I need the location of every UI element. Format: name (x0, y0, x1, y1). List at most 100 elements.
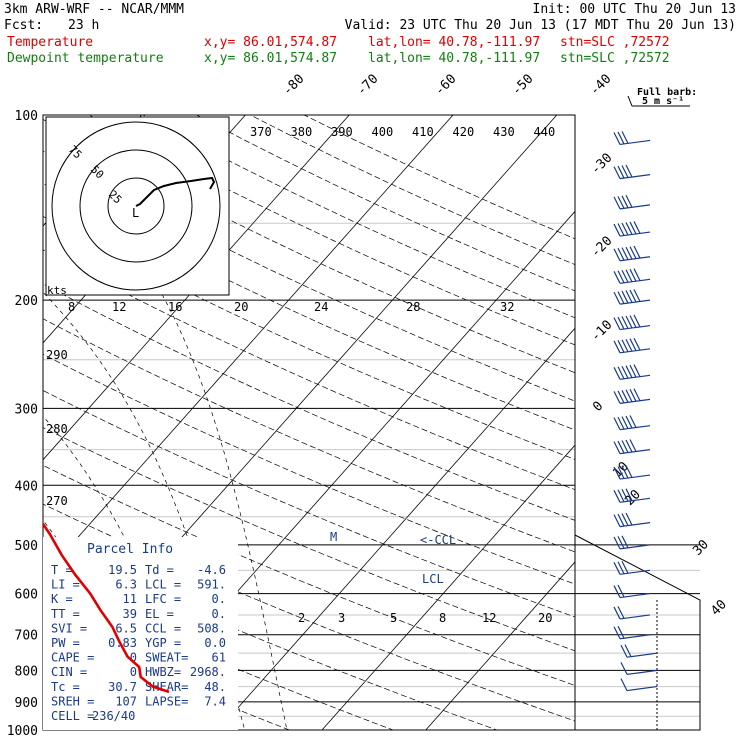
wind-barb-flag (617, 606, 625, 619)
wind-barb-flag (617, 196, 625, 209)
wind-barb-flag (621, 488, 629, 502)
wind-barb-flag (613, 536, 621, 550)
isotherm-label: -30 (588, 151, 615, 178)
lower-extension-frame (574, 534, 701, 731)
wind-barb-flag (617, 625, 625, 639)
legend-temperature-xy: x,y= 86.01,574.87 (204, 35, 338, 50)
wind-barb-staff (619, 398, 651, 404)
wind-barb-flag (633, 388, 641, 401)
parcel-key: CIN = (51, 665, 87, 679)
wind-barb-flag (617, 223, 625, 236)
mixing-ratio-label: 2 (298, 611, 305, 625)
wind-barb-staff (619, 544, 651, 550)
wind-barb-flag (625, 439, 633, 453)
mixing-ratio-label: 8 (439, 611, 446, 625)
wind-barb (613, 364, 651, 380)
wind-barb-staff (619, 204, 651, 210)
wind-barb-flag (613, 514, 621, 527)
pressure-label: 900 (15, 696, 38, 711)
wind-barb (613, 439, 651, 455)
isotherm-label: -40 (587, 72, 614, 99)
wind-barb-flag (621, 365, 629, 379)
barb-key-title: Full barb: (637, 87, 697, 98)
ccl-label: <-CCL (420, 533, 456, 547)
parcel-value: -4.6 (197, 563, 226, 577)
dry-adiabat (43, 353, 575, 585)
legend-temperature-latlon: lat,lon= 40.78,-111.97 (368, 35, 541, 50)
mixing-ratio-label: 16 (168, 300, 182, 314)
wind-barb-staff (619, 231, 651, 237)
parcel-key: CAPE = (51, 651, 94, 665)
parcel-key: K = (51, 592, 73, 606)
pressure-label: 400 (15, 479, 38, 494)
wind-barb (613, 535, 651, 550)
wind-barb-staff (619, 139, 651, 146)
parcel-key: EL = (145, 607, 174, 621)
isotherm (43, 115, 454, 578)
wind-barb-flag (625, 290, 633, 303)
wind-barb (613, 415, 651, 431)
wind-barb-flag (625, 269, 633, 282)
wind-barb-flag (621, 269, 629, 283)
parcel-key: SHEAR= (145, 680, 188, 694)
wind-barb-flag (625, 164, 633, 178)
parcel-key: TT = (51, 607, 80, 621)
parcel-value: 6.5 (115, 621, 137, 635)
parcel-value: 6.3 (115, 578, 137, 592)
wind-barb-staff (619, 425, 651, 431)
wind-barb-staff (619, 374, 651, 380)
adiabat-label: 280 (46, 422, 68, 436)
isotherm-label: 0 (590, 399, 606, 415)
parcel-key: PW = (51, 636, 80, 650)
valid-time: Valid: 23 UTC Thu 20 Jun 13 (17 MDT Thu … (344, 18, 736, 33)
hodograph-ring (51, 121, 221, 291)
dry-adiabat (43, 215, 575, 460)
theta-label: 380 (291, 125, 313, 139)
isotherm-label: -60 (432, 72, 459, 99)
wind-barb-flag (613, 490, 621, 503)
wind-barb-flag (617, 340, 625, 353)
wind-barb-flag (617, 584, 625, 598)
isotherm (321, 444, 575, 730)
wind-barb-staff (619, 474, 651, 480)
wind-barb-flag (629, 289, 637, 303)
wind-barb-flag (621, 222, 629, 236)
isotherm (425, 561, 575, 730)
wind-barb-flag (620, 644, 628, 658)
wind-barb-flag (633, 337, 641, 351)
wind-barb-flag (617, 291, 625, 304)
mixing-ratio-label: 20 (234, 300, 248, 314)
wind-barb-flag (633, 364, 641, 377)
pressure-label: 500 (15, 539, 38, 554)
isotherm-label: -50 (509, 72, 536, 99)
wind-barb-staff (619, 256, 651, 262)
wind-barb (613, 314, 651, 331)
wind-barb-flag (629, 268, 637, 282)
wind-barb-flag (625, 195, 633, 208)
wind-barb-flag (629, 364, 637, 378)
wind-barb-flag (617, 440, 625, 454)
wind-barb-flag (624, 644, 632, 657)
wind-barb-flag (633, 268, 641, 281)
wind-barb-staff (619, 174, 651, 180)
hodograph-ring (107, 177, 165, 235)
mixing-ratio-label: 8 (68, 300, 75, 314)
wind-barb-flag (633, 245, 641, 259)
hodograph-trace (135, 176, 216, 207)
wind-barb-flag (617, 466, 625, 479)
legend-dewpoint-latlon: lat,lon= 40.78,-111.97 (368, 51, 541, 66)
parcel-key: YGP = (145, 636, 181, 650)
wind-barb-staff (626, 652, 658, 658)
legend-dewpoint-name: Dewpoint temperature (7, 51, 164, 66)
wind-barb-flag (613, 166, 621, 179)
wind-barb (613, 606, 651, 620)
parcel-key: SWEAT= (145, 651, 188, 665)
parcel-value: 61 (212, 651, 226, 665)
wind-barb-staff (619, 278, 651, 284)
hodograph-unit-label: kts (47, 284, 67, 297)
wind-barb-flag (613, 317, 621, 330)
wind-barb-flag (621, 247, 629, 260)
wind-barb-staff (619, 348, 651, 354)
wind-barb-staff (626, 685, 658, 692)
